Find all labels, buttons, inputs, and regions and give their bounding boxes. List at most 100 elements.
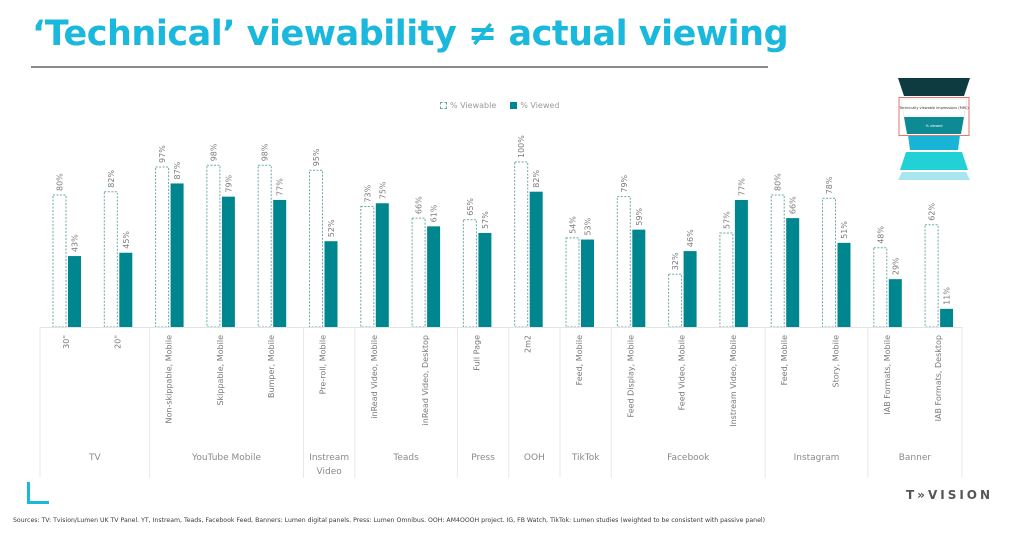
corner-logo-icon	[27, 482, 49, 504]
funnel-highlight-box	[898, 97, 970, 136]
data-label-viewable: 57%	[722, 211, 731, 229]
category-tick-label: Instream Video, Mobile	[729, 335, 738, 427]
funnel-tier-impressions	[898, 78, 970, 96]
bar-viewable	[719, 232, 734, 328]
data-label-viewable: 65%	[466, 198, 475, 216]
bar-viewable	[360, 206, 375, 328]
bar-viewed	[888, 279, 902, 327]
bar-viewed	[529, 191, 543, 327]
data-label-viewable: 98%	[209, 143, 218, 161]
bar-viewed	[734, 199, 748, 327]
data-label-viewable: 54%	[569, 216, 578, 234]
bar-viewed	[427, 226, 441, 327]
viewed-swatch-icon	[510, 102, 518, 109]
category-tick-label: Feed, Mobile	[575, 335, 584, 385]
category-tick-label: 2m2	[524, 335, 533, 353]
bar-viewed	[119, 252, 133, 327]
bar-viewable	[309, 169, 323, 328]
page-title: ‘Technical’ viewability ≠ actual viewing	[32, 14, 789, 54]
category-tick-label: Skippable, Mobile	[216, 335, 225, 406]
bar-viewable	[924, 224, 939, 328]
data-label-viewed: 75%	[378, 181, 387, 199]
bar-viewed	[478, 232, 492, 327]
data-label-viewed: 45%	[122, 231, 131, 249]
data-label-viewed: 29%	[891, 257, 900, 275]
group-label: Instream	[309, 453, 349, 463]
title-divider	[31, 66, 768, 68]
funnel-diagram-icon: Technically viewable impressions (MRC) % …	[898, 78, 970, 180]
bar-viewable	[103, 191, 118, 328]
data-label-viewable: 100%	[517, 135, 526, 158]
bar-viewed	[786, 218, 800, 327]
data-label-viewable: 73%	[363, 184, 372, 202]
legend-item-viewable: % Viewable	[440, 101, 496, 110]
group-label: Video	[317, 467, 343, 477]
category-tick-label: inRead Video, Mobile	[370, 335, 379, 419]
bar-viewable	[206, 164, 221, 328]
bar-viewed	[940, 308, 954, 327]
category-tick-label: 20"	[113, 335, 122, 349]
group-label: Facebook	[667, 453, 710, 463]
funnel-tier-viewed	[904, 117, 964, 134]
data-label-viewed: 51%	[840, 221, 849, 239]
data-label-viewable: 32%	[671, 252, 680, 270]
data-label-viewed: 77%	[737, 178, 746, 196]
bar-viewed	[632, 229, 646, 327]
category-tick-label: Feed, Mobile	[780, 335, 789, 385]
funnel-tier-attention	[900, 152, 968, 170]
bar-viewed	[683, 251, 697, 327]
data-label-viewed: 79%	[224, 174, 233, 192]
funnel-tier-viewable	[900, 98, 968, 117]
data-label-viewed: 61%	[430, 204, 439, 222]
data-label-viewable: 98%	[261, 143, 270, 161]
funnel-tier-viewable-label: Technically viewable impressions (MRC)	[898, 106, 969, 110]
data-label-viewable: 80%	[774, 173, 783, 191]
bar-viewed	[324, 241, 338, 327]
group-label: Instagram	[794, 453, 840, 463]
data-label-viewed: 59%	[635, 207, 644, 225]
data-label-viewed: 52%	[327, 219, 336, 237]
data-label-viewed: 46%	[686, 229, 695, 247]
sources-footnote: Sources: TV: Tvision/Lumen UK TV Panel. …	[13, 517, 766, 524]
bar-viewable	[52, 194, 67, 328]
group-label: TikTok	[571, 453, 600, 463]
data-label-viewed: 82%	[532, 170, 541, 188]
data-label-viewable: 95%	[312, 148, 321, 166]
category-tick-label: Feed Video, Mobile	[678, 335, 687, 410]
data-label-viewable: 80%	[56, 173, 65, 191]
bar-viewable	[668, 273, 683, 328]
group-label: Banner	[899, 453, 932, 463]
chart-legend: % Viewable % Viewed	[440, 101, 559, 110]
brand-logo: T»VISION	[906, 488, 994, 502]
bar-viewed	[273, 199, 287, 327]
bar-viewable	[616, 196, 631, 328]
funnel-tier-viewed-label: % viewed	[926, 124, 943, 128]
bar-viewable	[822, 197, 836, 328]
data-label-viewable: 97%	[158, 145, 167, 163]
group-label: Press	[471, 453, 495, 463]
data-label-viewed: 43%	[71, 234, 80, 252]
bar-viewed	[170, 183, 184, 327]
bar-viewable	[565, 237, 580, 328]
group-label: TV	[88, 453, 101, 463]
category-tick-label: Pre-roll, Mobile	[319, 335, 328, 394]
bar-viewed	[221, 196, 235, 327]
data-label-viewable: 48%	[876, 226, 885, 244]
category-tick-label: Non-skippable, Mobile	[165, 335, 174, 424]
category-tick-label: inRead Video, Desktop	[421, 335, 430, 425]
funnel-tier-view-time	[908, 135, 960, 150]
category-tick-label: IAB Formats, Desktop	[934, 335, 943, 421]
bar-viewable	[462, 219, 477, 328]
legend-label-viewable: % Viewable	[450, 101, 497, 110]
bar-viewed	[581, 239, 594, 327]
bar-viewable	[411, 217, 426, 328]
bar-viewed	[375, 203, 389, 327]
legend-item-viewed: % Viewed	[510, 101, 559, 110]
group-label: Teads	[392, 453, 419, 463]
data-label-viewed: 11%	[943, 287, 952, 305]
data-label-viewed: 77%	[276, 178, 285, 196]
data-label-viewed: 53%	[584, 217, 593, 235]
category-tick-label: Bumper, Mobile	[267, 335, 276, 398]
data-label-viewable: 62%	[928, 203, 937, 221]
group-label: YouTube Mobile	[191, 453, 261, 463]
